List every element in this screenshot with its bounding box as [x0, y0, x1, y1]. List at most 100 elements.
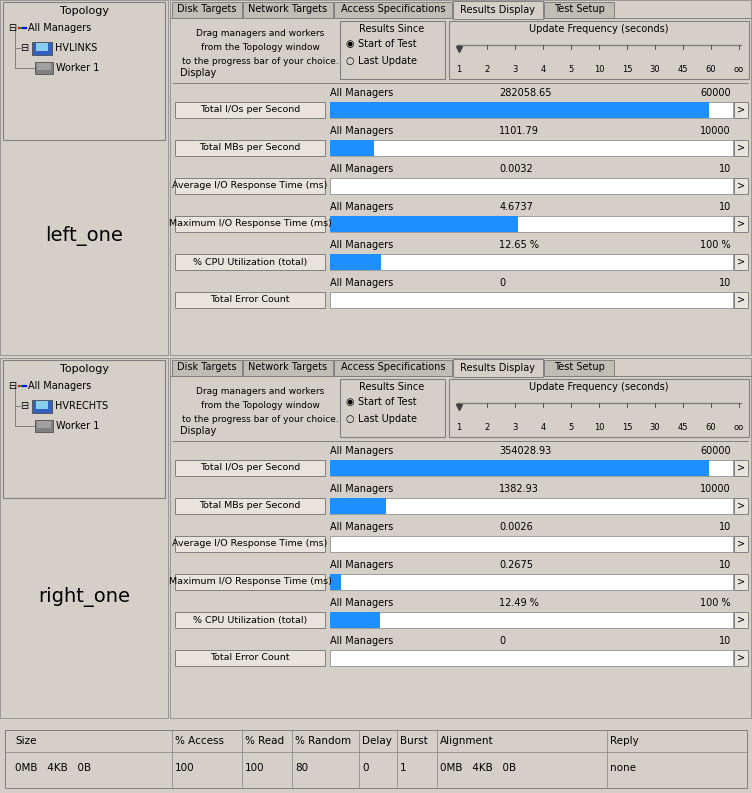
- Text: All Managers: All Managers: [330, 484, 393, 494]
- Bar: [170, 0, 751, 355]
- Text: 0: 0: [499, 278, 505, 288]
- Bar: [340, 21, 445, 79]
- Bar: [334, 360, 452, 376]
- Bar: [734, 612, 748, 628]
- Text: 4: 4: [541, 64, 546, 74]
- Text: All Managers: All Managers: [330, 598, 393, 608]
- Bar: [175, 292, 325, 308]
- Text: >: >: [737, 539, 745, 549]
- Bar: [0, 0, 168, 355]
- Bar: [330, 102, 733, 118]
- Text: 15: 15: [622, 423, 632, 431]
- Text: Reply: Reply: [610, 736, 638, 746]
- Text: Total Error Count: Total Error Count: [211, 296, 290, 305]
- Text: % CPU Utilization (total): % CPU Utilization (total): [193, 258, 307, 266]
- Bar: [330, 292, 733, 308]
- Text: from the Topology window: from the Topology window: [201, 43, 320, 52]
- Bar: [175, 650, 325, 666]
- Bar: [36, 43, 48, 51]
- Text: Delay: Delay: [362, 736, 392, 746]
- Bar: [330, 254, 381, 270]
- Bar: [330, 612, 381, 628]
- Bar: [330, 536, 733, 552]
- Text: All Managers: All Managers: [330, 240, 393, 250]
- Text: to the progress bar of your choice.: to the progress bar of your choice.: [182, 56, 338, 66]
- Text: 0.2675: 0.2675: [499, 560, 533, 570]
- Text: 0.0026: 0.0026: [499, 522, 533, 532]
- Text: Last Update: Last Update: [358, 56, 417, 66]
- Text: Disk Targets: Disk Targets: [177, 4, 237, 14]
- Bar: [175, 612, 325, 628]
- Text: % Read: % Read: [245, 736, 284, 746]
- Bar: [35, 62, 53, 74]
- Text: 10000: 10000: [700, 484, 731, 494]
- Text: 100 %: 100 %: [700, 240, 731, 250]
- Text: >: >: [737, 105, 745, 115]
- Text: Average I/O Response Time (ms): Average I/O Response Time (ms): [172, 182, 328, 190]
- Text: 3: 3: [512, 423, 517, 431]
- Text: 10: 10: [719, 560, 731, 570]
- Bar: [37, 421, 51, 428]
- Bar: [170, 358, 751, 718]
- Bar: [330, 498, 733, 514]
- Text: 12.65 %: 12.65 %: [499, 240, 539, 250]
- Text: Drag managers and workers: Drag managers and workers: [196, 386, 324, 396]
- Text: Total MBs per Second: Total MBs per Second: [199, 144, 301, 152]
- Text: 0.0032: 0.0032: [499, 164, 533, 174]
- Bar: [453, 359, 543, 377]
- Text: 2: 2: [484, 423, 490, 431]
- Text: ○: ○: [346, 414, 354, 424]
- Text: Worker 1: Worker 1: [56, 63, 99, 73]
- Text: Average I/O Response Time (ms): Average I/O Response Time (ms): [172, 539, 328, 549]
- Text: 5: 5: [569, 64, 574, 74]
- Text: 60000: 60000: [700, 88, 731, 98]
- Text: 45: 45: [678, 423, 688, 431]
- Bar: [330, 498, 386, 514]
- Text: Drag managers and workers: Drag managers and workers: [196, 29, 324, 37]
- Text: 10: 10: [594, 423, 605, 431]
- Bar: [734, 574, 748, 590]
- Text: 100: 100: [175, 763, 195, 773]
- Bar: [330, 254, 733, 270]
- Text: 10: 10: [719, 202, 731, 212]
- Text: 1382.93: 1382.93: [499, 484, 539, 494]
- Text: ○: ○: [346, 56, 354, 66]
- Text: 10: 10: [594, 64, 605, 74]
- Bar: [32, 400, 52, 413]
- Text: oo: oo: [734, 64, 744, 74]
- Text: 100 %: 100 %: [700, 598, 731, 608]
- Text: 15: 15: [622, 64, 632, 74]
- Bar: [734, 498, 748, 514]
- Bar: [175, 178, 325, 194]
- Bar: [734, 254, 748, 270]
- Text: 30: 30: [650, 423, 660, 431]
- Text: Total MBs per Second: Total MBs per Second: [199, 501, 301, 511]
- Text: 1101.79: 1101.79: [499, 126, 539, 136]
- Text: Total I/Os per Second: Total I/Os per Second: [200, 105, 300, 114]
- Bar: [734, 292, 748, 308]
- Bar: [330, 140, 733, 156]
- Text: 60: 60: [705, 64, 717, 74]
- Bar: [0, 358, 168, 718]
- Text: 30: 30: [650, 64, 660, 74]
- Bar: [3, 2, 165, 140]
- Bar: [35, 420, 53, 432]
- Text: All Managers: All Managers: [330, 446, 393, 456]
- Bar: [449, 379, 749, 437]
- Bar: [330, 178, 733, 194]
- Bar: [243, 360, 333, 376]
- Text: Alignment: Alignment: [440, 736, 493, 746]
- Text: 10: 10: [719, 636, 731, 646]
- Text: Total Error Count: Total Error Count: [211, 653, 290, 662]
- Bar: [330, 460, 709, 476]
- Text: All Managers: All Managers: [330, 126, 393, 136]
- Bar: [175, 102, 325, 118]
- Text: ◉: ◉: [346, 39, 354, 49]
- Bar: [175, 140, 325, 156]
- Text: ◉: ◉: [346, 397, 354, 407]
- Bar: [734, 178, 748, 194]
- Text: >: >: [737, 577, 745, 587]
- Text: >: >: [737, 257, 745, 267]
- Bar: [32, 42, 52, 55]
- Text: 0MB   4KB   0B: 0MB 4KB 0B: [440, 763, 516, 773]
